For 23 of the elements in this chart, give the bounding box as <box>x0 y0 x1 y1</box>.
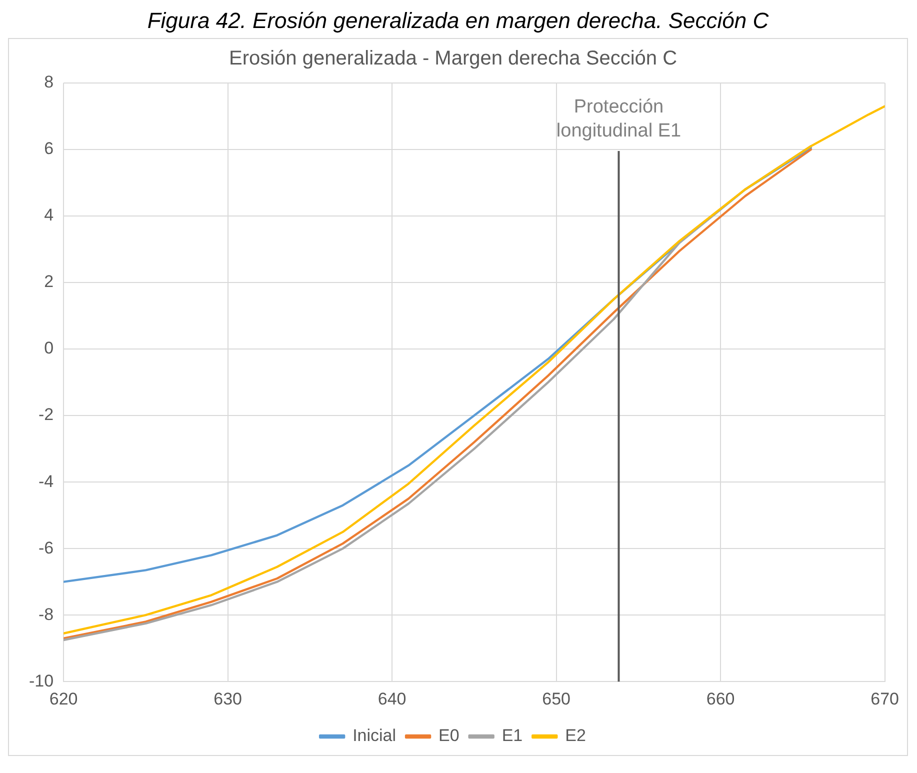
y-tick-label: 8 <box>44 72 54 92</box>
legend-label: E1 <box>502 726 523 746</box>
y-tick-label: -4 <box>38 472 54 491</box>
x-tick-label: 650 <box>542 689 571 708</box>
legend-label: E0 <box>438 726 460 746</box>
chart-title: Erosión generalizada - Margen derecha Sección C <box>228 48 678 70</box>
y-tick-label: 4 <box>44 206 54 225</box>
y-tick-label: -10 <box>28 671 54 690</box>
x-tick-label: 640 <box>378 689 406 708</box>
x-tick-label: 630 <box>214 689 242 708</box>
x-tick-label: 670 <box>870 689 900 708</box>
y-tick-label: -6 <box>38 538 54 558</box>
y-tick-label: 0 <box>44 338 54 358</box>
y-tick-label: 6 <box>44 139 54 158</box>
y-tick-label: -8 <box>38 604 54 624</box>
ref-line-label: Protección longitudinal E1 <box>556 96 682 142</box>
y-tick-label: 2 <box>44 272 54 292</box>
legend-label: Inicial <box>352 726 396 746</box>
text: Figura 42. Erosión generalizada en margen derecha. Sección C <box>146 8 770 34</box>
legend-label: E2 <box>565 726 586 746</box>
x-tick-label: 660 <box>706 689 735 708</box>
x-tick-label: 620 <box>49 689 78 708</box>
y-tick-label: -2 <box>38 405 54 424</box>
